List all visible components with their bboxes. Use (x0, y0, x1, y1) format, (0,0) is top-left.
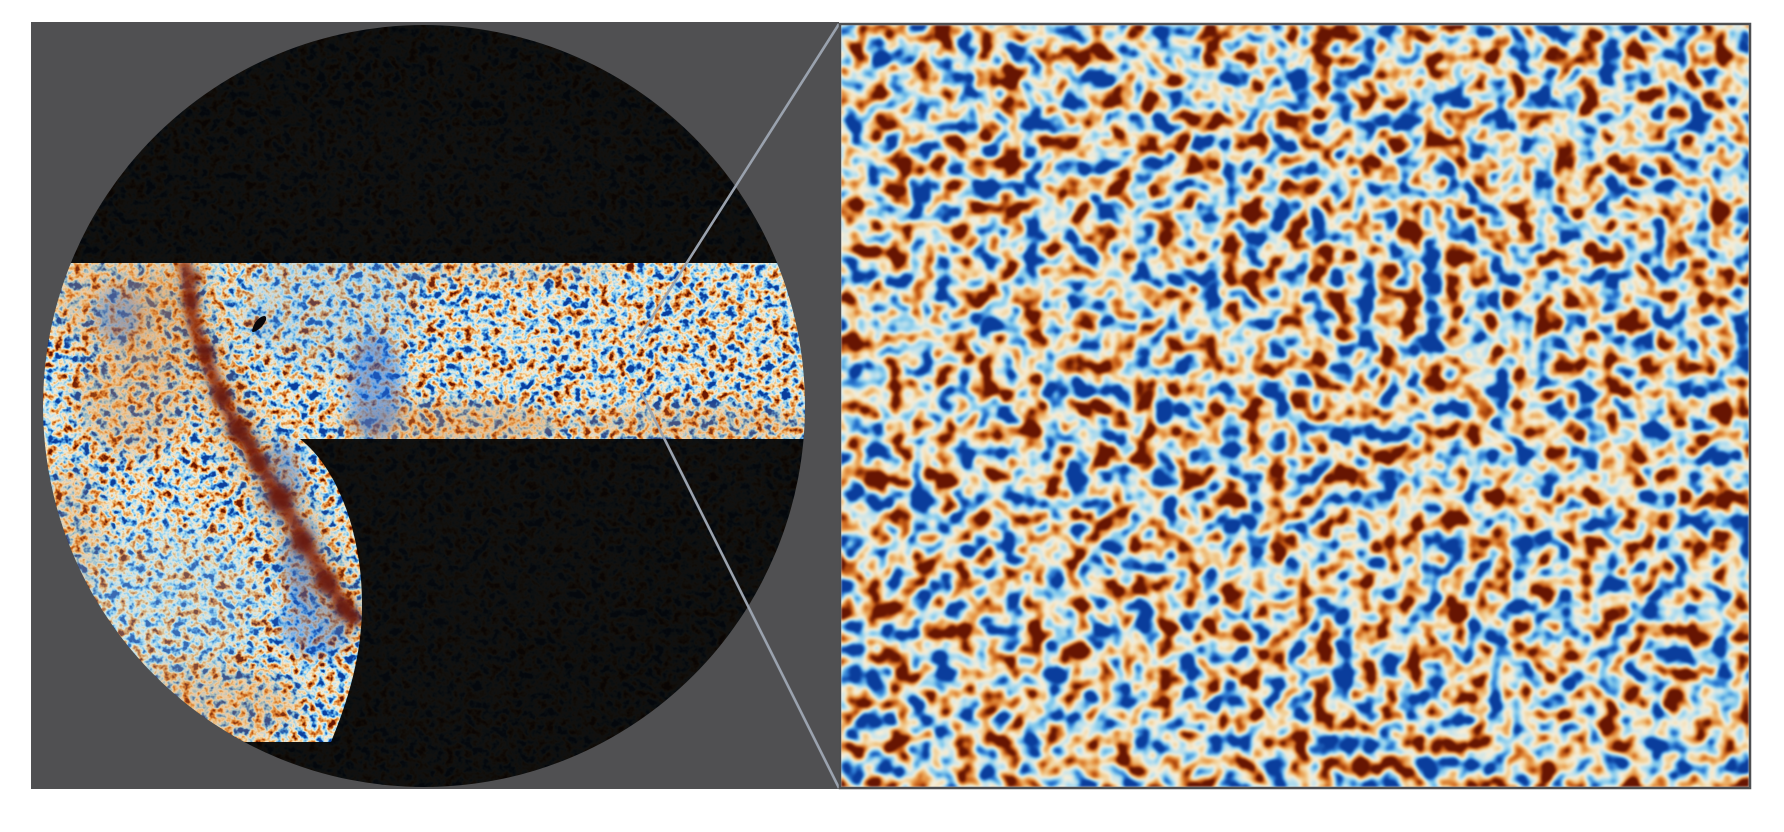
haze-blue-band-spot (348, 335, 402, 439)
sky-survey-panel (31, 22, 839, 789)
cmb-zoom-inset-panel (838, 22, 1752, 790)
haze-blue-band-upper (242, 263, 418, 366)
haze-orange-band-bottom-right (565, 404, 805, 444)
haze-blue-streak-left (96, 287, 140, 343)
point-source-mark (252, 316, 267, 332)
galactic-plane-clumps (183, 272, 362, 625)
haze-orange-band-top-edge (380, 263, 620, 282)
zoom-connector-line-top (635, 23, 841, 342)
cmb-zoom-texture (841, 25, 1749, 787)
zoom-connector-line-bottom (639, 391, 841, 789)
haze-blue-cap-center (77, 530, 267, 674)
cmb-zoom-border (838, 22, 1752, 790)
